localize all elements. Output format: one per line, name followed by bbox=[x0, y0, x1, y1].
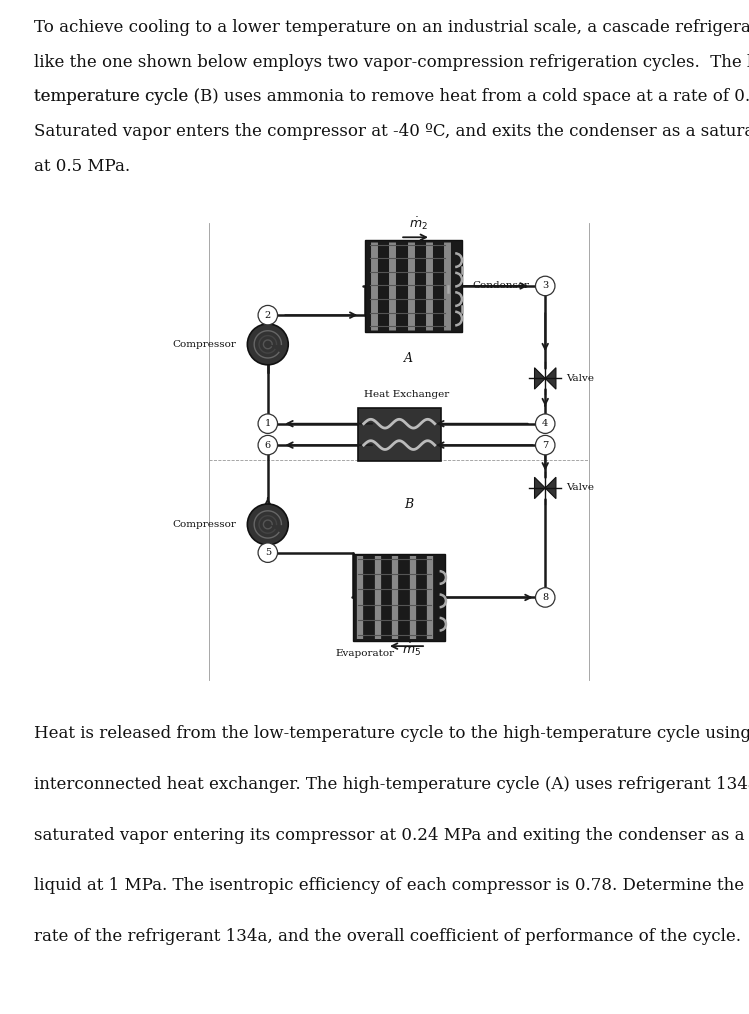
Bar bbox=[366, 239, 462, 333]
Bar bbox=[353, 554, 446, 641]
Text: 4: 4 bbox=[542, 419, 548, 428]
Bar bbox=[358, 408, 440, 461]
Polygon shape bbox=[535, 368, 545, 389]
Text: Saturated vapor enters the compressor at -40 ºC, and exits the condenser as a sa: Saturated vapor enters the compressor at… bbox=[34, 123, 749, 140]
Circle shape bbox=[258, 414, 278, 433]
Circle shape bbox=[258, 305, 278, 324]
Text: Compressor: Compressor bbox=[172, 340, 236, 349]
Circle shape bbox=[536, 276, 555, 296]
Text: liquid at 1 MPa. The isentropic efficiency of each compressor is 0.78. Determine: liquid at 1 MPa. The isentropic efficien… bbox=[34, 877, 749, 894]
Text: temperature cycle () uses ammonia to remove heat from a cold space at a rate of : temperature cycle () uses ammonia to rem… bbox=[34, 88, 749, 105]
Circle shape bbox=[258, 435, 278, 455]
Polygon shape bbox=[535, 478, 545, 499]
Text: 6: 6 bbox=[264, 441, 271, 449]
Text: temperature cycle (B) uses ammonia to remove heat from a cold space at a rate of: temperature cycle (B) uses ammonia to re… bbox=[34, 88, 749, 105]
Text: A: A bbox=[404, 353, 413, 365]
Text: Compressor: Compressor bbox=[172, 520, 236, 529]
Polygon shape bbox=[545, 368, 556, 389]
Text: temperature cycle (: temperature cycle ( bbox=[34, 88, 200, 105]
Text: 2: 2 bbox=[264, 310, 271, 319]
Circle shape bbox=[247, 323, 288, 365]
Text: rate of the refrigerant 134a, and the overall coefficient of performance of the : rate of the refrigerant 134a, and the ov… bbox=[34, 928, 741, 945]
Text: $\dot{m}_5$: $\dot{m}_5$ bbox=[401, 641, 421, 658]
Circle shape bbox=[258, 542, 278, 563]
Text: at 0.5 MPa.: at 0.5 MPa. bbox=[34, 158, 130, 174]
Text: Valve: Valve bbox=[565, 484, 594, 493]
Text: To achieve cooling to a lower temperature on an industrial scale, a cascade refr: To achieve cooling to a lower temperatur… bbox=[34, 19, 749, 35]
Text: Evaporator: Evaporator bbox=[336, 649, 395, 658]
Circle shape bbox=[247, 504, 288, 545]
Text: 8: 8 bbox=[542, 593, 548, 602]
Text: Heat is released from the low-temperature cycle to the high-temperature cycle us: Heat is released from the low-temperatur… bbox=[34, 725, 749, 742]
Text: 7: 7 bbox=[542, 441, 548, 449]
Circle shape bbox=[536, 435, 555, 455]
Text: Condenser: Condenser bbox=[472, 282, 530, 290]
Text: 1: 1 bbox=[264, 419, 271, 428]
Text: interconnected heat exchanger. The high-temperature cycle (A) uses refrigerant 1: interconnected heat exchanger. The high-… bbox=[34, 776, 749, 793]
Text: 3: 3 bbox=[542, 282, 548, 290]
Text: 5: 5 bbox=[264, 549, 271, 557]
Text: B: B bbox=[404, 499, 413, 511]
Polygon shape bbox=[545, 478, 556, 499]
Text: Valve: Valve bbox=[565, 374, 594, 383]
Text: $\dot{m}_2$: $\dot{m}_2$ bbox=[409, 216, 428, 232]
Text: Heat Exchanger: Heat Exchanger bbox=[364, 390, 449, 400]
Circle shape bbox=[536, 414, 555, 433]
Text: saturated vapor entering its compressor at 0.24 MPa and exiting the condenser as: saturated vapor entering its compressor … bbox=[34, 826, 749, 844]
Text: like the one shown below employs two vapor-compression refrigeration cycles.  Th: like the one shown below employs two vap… bbox=[34, 54, 749, 71]
Circle shape bbox=[536, 588, 555, 607]
